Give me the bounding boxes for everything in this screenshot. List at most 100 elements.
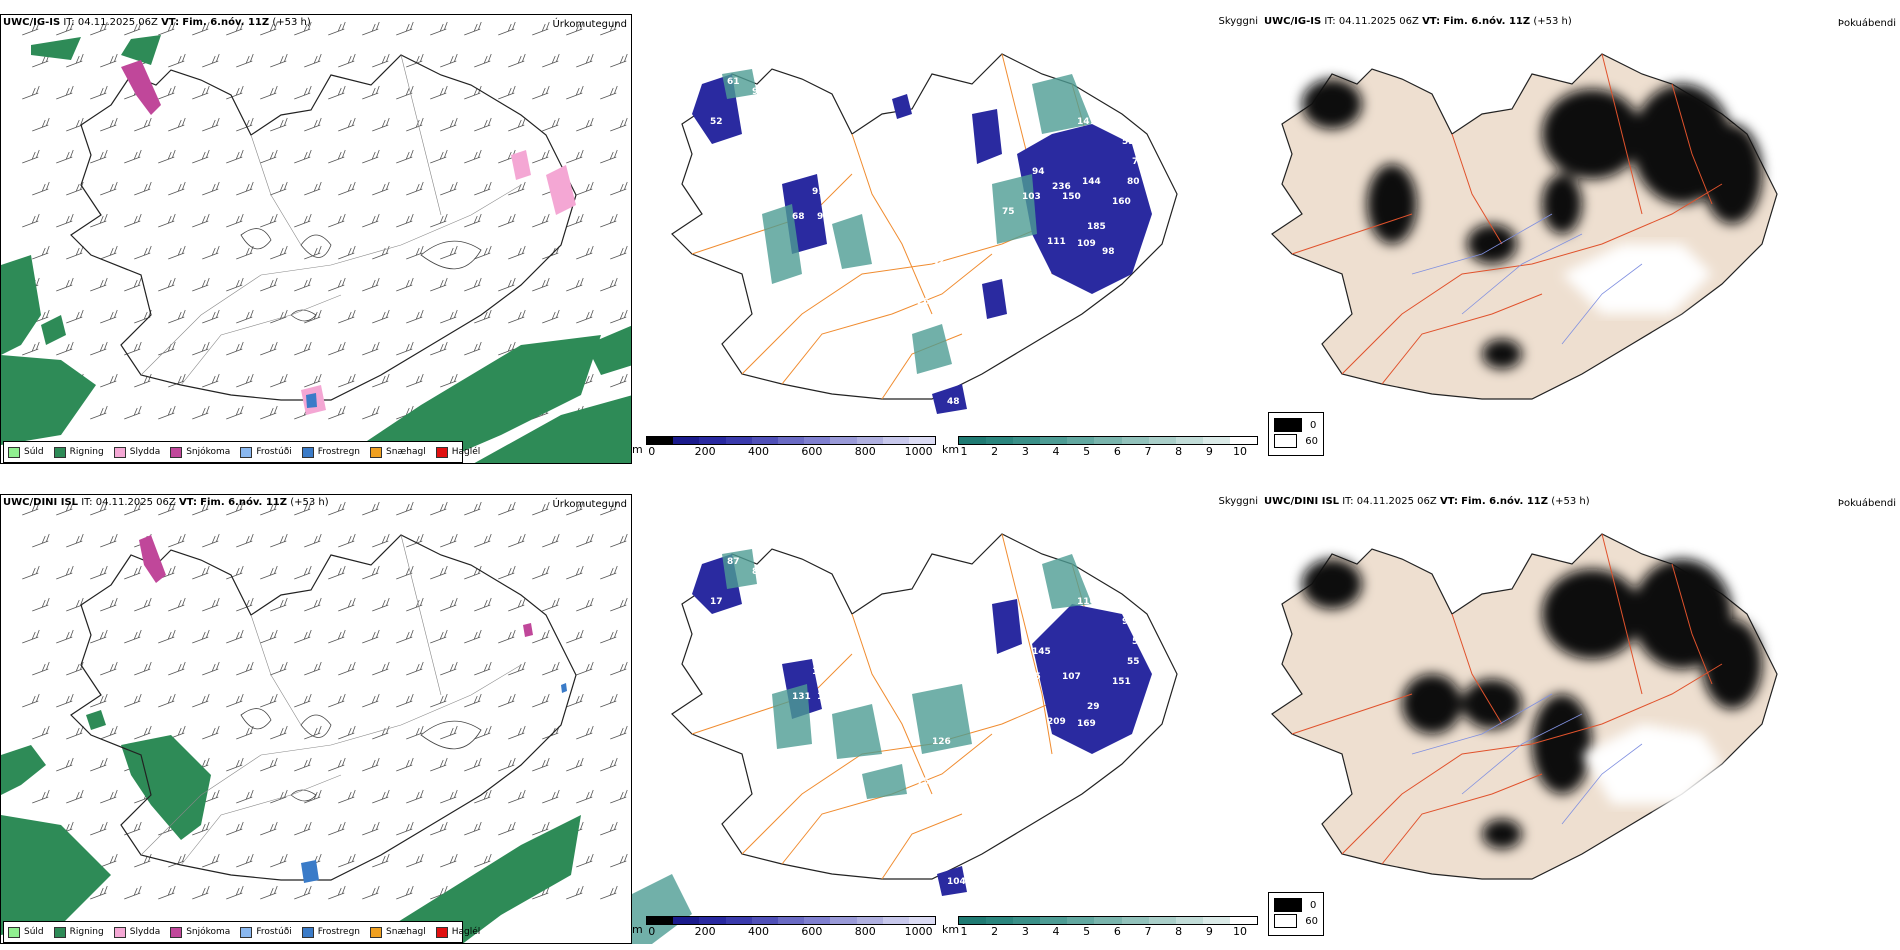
wind-barb — [474, 117, 492, 132]
wind-barb — [498, 821, 516, 836]
wind-barb — [396, 341, 414, 356]
wind-barb — [260, 405, 278, 420]
legend-item: Frostúði — [240, 926, 292, 938]
wind-barb — [576, 53, 594, 68]
wind-barb — [226, 629, 244, 644]
value-labels: 87 80 17 77 131 144 109 151 116 145 205 107 99 209 169… — [710, 557, 1145, 887]
colorbar-swatches — [958, 916, 1258, 925]
fog-legend-item: 60 — [1274, 433, 1318, 449]
wind-barb — [474, 661, 492, 676]
colorbar-tick: 2 — [991, 445, 999, 458]
wind-barb — [328, 821, 346, 836]
wind-barb — [100, 533, 118, 548]
wind-barb — [22, 213, 40, 228]
colorbar-swatch — [908, 917, 936, 924]
wind-barb — [474, 309, 492, 324]
cloud-value-label: 109 — [1077, 239, 1096, 249]
wind-barb — [328, 85, 346, 100]
cloud-base-area — [692, 554, 1152, 896]
wind-barb — [464, 565, 482, 580]
colorbar-swatch — [882, 437, 909, 444]
wind-barb — [56, 341, 74, 356]
wind-barb — [576, 853, 594, 868]
colorbar-swatch — [673, 437, 700, 444]
cloud-value-label: 94 — [1032, 167, 1045, 177]
wind-barb — [202, 725, 220, 740]
colorbar-swatch — [777, 917, 805, 924]
wind-barb — [124, 885, 142, 900]
wind-barb — [542, 597, 560, 612]
wind-barb — [32, 245, 50, 260]
wind-barb — [576, 245, 594, 260]
wind-barb — [294, 501, 312, 516]
wind-barb — [226, 885, 244, 900]
cloud-value-label: 205 — [1022, 672, 1041, 682]
wind-barb — [464, 213, 482, 228]
colorbar-tick: 7 — [1144, 925, 1152, 938]
wind-barb — [566, 885, 584, 900]
fog-map — [1271, 533, 1778, 880]
colorbar-ticks: 1 2 3 4 5 6 7 8 9 10 — [958, 925, 1258, 938]
wind-barb — [440, 725, 458, 740]
wind-barb — [32, 181, 50, 196]
wind-barb — [474, 53, 492, 68]
wind-barb — [532, 821, 550, 836]
wind-barb — [192, 501, 210, 516]
wind-barb — [236, 309, 254, 324]
wind-barb — [610, 373, 628, 388]
wind-barb — [270, 53, 288, 68]
precip-legend: Súld Rigning Slydda Snjókoma Frostúði Fr… — [3, 441, 480, 463]
colorbar-tick: 200 — [694, 925, 716, 938]
wind-barb — [372, 853, 390, 868]
wind-barb — [270, 661, 288, 676]
cloud-map: 61 97 52 22 68 92 91 84 147 94 103 150 75 111 109 185 16… — [671, 53, 1178, 414]
wind-barb — [270, 117, 288, 132]
colorbar-swatch — [673, 917, 700, 924]
cloud-value-label: 144 — [1082, 177, 1101, 187]
wind-barb — [304, 117, 322, 132]
fog-legend: 0 60 — [1268, 892, 1324, 936]
wind-barb — [328, 757, 346, 772]
wind-barb — [338, 181, 356, 196]
wind-barb — [56, 565, 74, 580]
colorbar-unit: km — [942, 923, 960, 936]
wind-barb — [430, 501, 448, 516]
legend-item: Slydda — [113, 926, 160, 938]
wind-barb — [202, 533, 220, 548]
wind-barb — [362, 629, 380, 644]
legend-item: Snjókoma — [170, 926, 230, 938]
wind-barb — [32, 661, 50, 676]
wind-barb — [508, 533, 526, 548]
wind-barb — [372, 725, 390, 740]
wind-barb — [56, 757, 74, 772]
wind-barb — [226, 213, 244, 228]
cloud-value-label: 131 — [792, 692, 811, 702]
wind-barb — [508, 245, 526, 260]
wind-barb — [576, 725, 594, 740]
colorbar-swatch — [1148, 437, 1176, 444]
wind-barb — [158, 277, 176, 292]
wind-barb — [328, 885, 346, 900]
wind-barb — [362, 341, 380, 356]
wind-barb — [464, 693, 482, 708]
wind-barb — [202, 597, 220, 612]
wind-barb — [508, 725, 526, 740]
wind-barb — [90, 565, 108, 580]
legend-item: Frostregn — [301, 926, 360, 938]
cloud-value-label: 144 — [817, 692, 836, 702]
wind-barb — [396, 501, 414, 516]
wind-barb — [464, 277, 482, 292]
cloud-value-label: 107 — [1062, 672, 1081, 682]
wind-barb — [396, 565, 414, 580]
wind-barb — [372, 789, 390, 804]
colorbar-swatch — [804, 917, 831, 924]
wind-barb — [362, 21, 380, 36]
colorbar-swatch — [1202, 917, 1230, 924]
wind-barb — [532, 277, 550, 292]
panel-header: UWC/DINI ISL IT: 04.11.2025 06Z VT: Fim.… — [3, 497, 329, 508]
cloud-value-label: 98 — [1102, 247, 1115, 257]
colorbar-swatch — [1121, 437, 1149, 444]
wind-barb — [396, 629, 414, 644]
wind-barb — [56, 629, 74, 644]
wind-barb — [566, 565, 584, 580]
